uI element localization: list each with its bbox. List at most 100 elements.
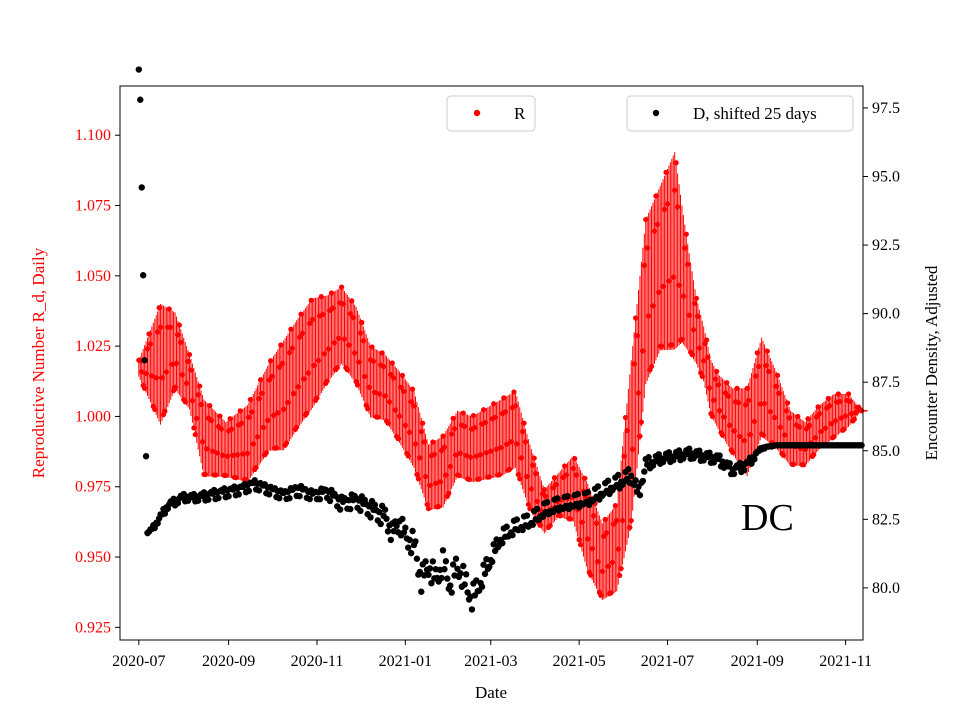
y-left-tick-label: 0.950 <box>75 549 111 566</box>
d-point <box>365 503 373 510</box>
d-point <box>407 549 415 557</box>
d-point <box>628 472 635 480</box>
d-point <box>468 606 476 613</box>
d-point <box>255 487 263 494</box>
d-point <box>513 516 521 523</box>
d-point <box>402 524 409 531</box>
d-point <box>367 514 374 521</box>
d-point <box>858 442 865 449</box>
d-point <box>716 452 723 459</box>
r-point <box>389 360 395 366</box>
r-point <box>399 372 406 378</box>
d-point <box>412 538 419 545</box>
y-axis-left-label: Reproductive Number R_d, Daily <box>29 247 48 478</box>
y-right-tick-label: 92.5 <box>872 237 900 254</box>
d-point <box>205 496 212 503</box>
d-point <box>235 491 242 498</box>
d-point <box>276 494 283 502</box>
d-point <box>245 487 253 495</box>
x-tick-label: 2020-07 <box>112 653 165 670</box>
r-point <box>420 420 426 426</box>
r-point <box>851 416 857 422</box>
d-point <box>441 566 448 573</box>
r-point <box>359 319 365 326</box>
d-point <box>377 520 384 528</box>
d-point <box>416 568 424 576</box>
d-point <box>393 522 400 530</box>
d-point <box>426 565 434 572</box>
d-point <box>448 589 455 596</box>
d-point <box>447 582 454 589</box>
y-left-tick-label: 1.025 <box>75 338 111 355</box>
y-axis-right: 80.0 82.5 85.0 87.5 90.0 92.5 95.0 97.5 <box>863 100 900 597</box>
r-point <box>176 322 182 328</box>
legend-d: D, shifted 25 days <box>626 95 854 132</box>
d-point <box>726 460 733 467</box>
legend-d-marker <box>652 109 660 117</box>
d-point <box>154 520 161 527</box>
d-point <box>615 471 622 479</box>
r-point <box>724 380 730 386</box>
dc-annotation: DC <box>741 497 794 539</box>
d-point <box>409 527 416 535</box>
d-point <box>461 581 468 588</box>
d-point <box>399 515 406 523</box>
d-point <box>418 588 425 595</box>
d-point <box>632 477 639 484</box>
d-point <box>604 477 612 484</box>
x-tick-label: 2021-05 <box>552 653 605 670</box>
r-point <box>627 524 633 531</box>
d-point <box>139 272 147 279</box>
d-point <box>357 507 364 515</box>
d-point <box>509 531 516 539</box>
r-point <box>628 517 634 524</box>
r-point <box>693 295 700 301</box>
d-point <box>625 466 632 473</box>
d-point <box>195 497 202 504</box>
d-point <box>225 493 232 500</box>
d-point <box>442 558 450 565</box>
r-point <box>521 420 527 426</box>
y-right-tick-label: 87.5 <box>872 374 900 391</box>
r-point <box>703 337 710 343</box>
d-point <box>519 526 526 534</box>
y-right-tick-label: 90.0 <box>872 306 900 323</box>
r-series-group <box>136 152 868 601</box>
plot-area-background <box>120 86 863 640</box>
r-point <box>531 455 537 461</box>
r-point <box>217 413 223 419</box>
d-point <box>429 558 437 565</box>
d-point <box>438 574 445 582</box>
r-point <box>845 391 852 397</box>
y-left-tick-label: 1.075 <box>75 198 111 215</box>
d-point <box>306 495 313 503</box>
d-point <box>444 575 451 582</box>
d-point <box>142 453 150 460</box>
d-point <box>539 513 547 520</box>
d-point <box>428 580 435 587</box>
d-point <box>137 96 144 103</box>
legend-r-box <box>446 95 536 132</box>
d-point <box>478 583 486 590</box>
d-point <box>405 544 412 551</box>
y-left-tick-label: 1.100 <box>75 127 111 144</box>
r-point <box>683 231 689 237</box>
d-point <box>215 494 222 502</box>
legend-r-marker <box>473 109 481 117</box>
d-point <box>425 571 432 578</box>
r-point <box>572 456 578 462</box>
legend-d-label: D, shifted 25 days <box>693 104 817 123</box>
d-series-group <box>135 66 865 613</box>
r-point <box>618 565 624 572</box>
r-point <box>207 402 213 409</box>
x-tick-label: 2021-09 <box>731 653 784 670</box>
x-tick-label: 2020-11 <box>291 653 344 670</box>
d-point <box>296 492 303 500</box>
x-tick-label: 2020-09 <box>202 653 255 670</box>
d-point <box>452 555 460 562</box>
d-point <box>480 561 487 568</box>
d-point <box>141 357 148 364</box>
d-point <box>544 499 551 506</box>
d-point <box>584 488 592 496</box>
y-right-tick-label: 97.5 <box>872 100 900 117</box>
